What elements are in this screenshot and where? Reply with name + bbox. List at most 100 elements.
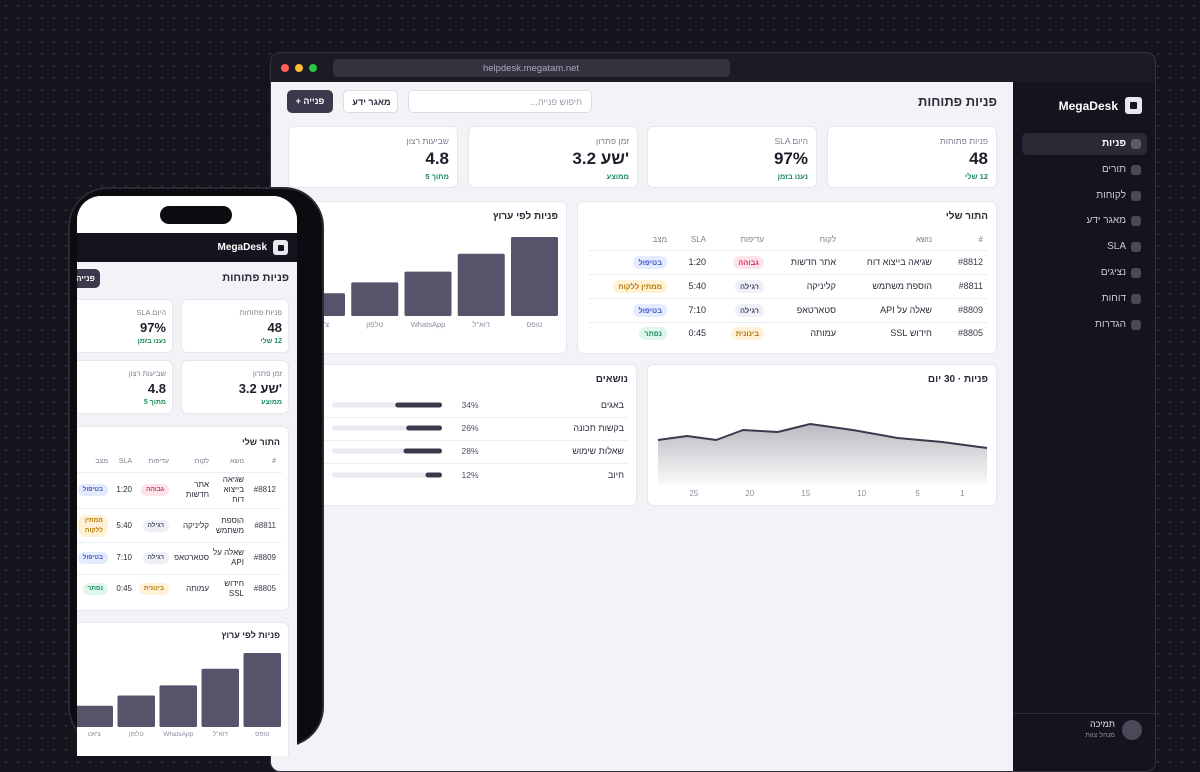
table-cell-box: גבוהה bbox=[77, 483, 169, 497]
table-cell: שאלה על API bbox=[213, 548, 244, 567]
nav-item-box: תורים bbox=[726, 161, 1126, 178]
table-cell-box: בטיפול bbox=[271, 254, 667, 270]
value-label-box: 34% bbox=[450, 398, 490, 413]
kpi-label: SLA היום bbox=[774, 136, 808, 146]
category-label-box: בקשות תכונה bbox=[271, 420, 624, 436]
table-cell: שגיאה בייצוא דוח bbox=[866, 256, 932, 267]
brand-box: MegaDesk bbox=[77, 239, 267, 256]
x-tick-label: טלפון bbox=[366, 319, 384, 329]
kpi-label-box: SLA היום bbox=[77, 305, 166, 319]
chart-title-box: פניות · 30 יום bbox=[588, 372, 988, 389]
value-label-box: 12% bbox=[450, 468, 490, 483]
table-card: התור שלי # נושא לקוח עדיפות SLA מצב #8812 שגיאה … bbox=[77, 426, 289, 611]
column-header: # bbox=[978, 235, 983, 244]
table-cell-box: #8809 bbox=[77, 551, 276, 565]
nav-item[interactable]: דוחות bbox=[1101, 292, 1126, 304]
value-label: 28% bbox=[461, 446, 479, 456]
nav-item[interactable]: לקוחות bbox=[1096, 189, 1126, 201]
table-cell: בטיפול bbox=[77, 552, 108, 564]
table-cell-box: בטיפול bbox=[77, 538, 108, 578]
table-cell: 0:45 bbox=[688, 327, 706, 338]
bar-chart bbox=[298, 237, 558, 316]
column-header-box: נושא bbox=[77, 456, 244, 469]
kpi-value-box: 3.2 שע' bbox=[271, 146, 629, 172]
column-header-box: עדיפות bbox=[364, 233, 765, 247]
page-title: פניות פתוחות bbox=[918, 94, 997, 109]
table-card: התור שלי # נושא לקוח עדיפות SLA מצב #8812 שגיאה … bbox=[577, 201, 997, 354]
table-cell-box: שגיאה בייצוא דוח bbox=[210, 470, 244, 510]
nav-item[interactable]: נציגים bbox=[1100, 267, 1126, 278]
table-cell: סטארטאפ bbox=[174, 553, 209, 562]
table-cell-box: רגילה bbox=[364, 278, 764, 294]
table-cell: #8811 bbox=[254, 521, 276, 530]
button: + פנייה bbox=[77, 269, 100, 288]
category-label-box: באגים bbox=[271, 397, 624, 413]
nav-item[interactable]: פניות bbox=[1101, 138, 1126, 149]
column-header: # bbox=[272, 458, 276, 465]
nav-item-box: פניות bbox=[726, 136, 1126, 153]
table-cell-box: 1:20 bbox=[77, 483, 132, 497]
table-cell: 1:20 bbox=[116, 485, 132, 494]
x-tick-label-box: 1 bbox=[947, 487, 977, 501]
x-tick-label: טופס bbox=[255, 731, 270, 738]
bar bbox=[117, 695, 155, 727]
chart-card: פניות לפי ערוץ טופס דוא"ל WhatsApp טלפון צ'אט bbox=[77, 622, 289, 756]
column-header-box: # bbox=[583, 233, 983, 247]
button-label-box: + פנייה bbox=[77, 272, 100, 286]
column-header: לקוח bbox=[194, 458, 209, 465]
sidebar: MegaDesk פניות תורים לקוחות מאגר ידע SLA נציגי… bbox=[1013, 82, 1155, 771]
category-label-box: חיוב bbox=[271, 467, 624, 483]
page-title-box: פניות פתוחות bbox=[597, 92, 997, 113]
kpi-note-box: 12 שלי bbox=[77, 336, 283, 349]
kpi-note: נענו בזמן bbox=[137, 338, 166, 345]
value-label: 12% bbox=[461, 470, 479, 480]
column-header: מצב bbox=[652, 235, 667, 244]
x-tick-label: דוא"ל bbox=[212, 731, 228, 738]
page-title: פניות פתוחות bbox=[222, 271, 289, 284]
button-label[interactable]: + פנייה bbox=[77, 273, 95, 283]
x-tick-label: 25 bbox=[689, 489, 699, 498]
kpi-label-box: זמן פתרון bbox=[271, 134, 629, 149]
icon-inner bbox=[1130, 102, 1137, 109]
table-cell: רגילה bbox=[142, 520, 169, 532]
table-cell: קליניקה bbox=[182, 521, 209, 530]
category-label: חיוב bbox=[608, 469, 624, 480]
kpi-card: SLA היום 97% נענו בזמן bbox=[77, 299, 173, 353]
brand-box: MegaDesk bbox=[718, 96, 1118, 116]
notch bbox=[160, 206, 232, 224]
search-box: חיפוש פנייה... bbox=[408, 90, 592, 113]
nav-item[interactable]: הגדרות bbox=[1095, 318, 1126, 330]
x-tick-label-box: טלפון bbox=[106, 729, 166, 741]
table-title: התור שלי bbox=[241, 436, 280, 447]
url-box: helpdesk.megatam.net bbox=[381, 60, 681, 76]
kpi-note-box: מתוך 5 bbox=[271, 169, 449, 183]
table-cell: 1:20 bbox=[688, 256, 706, 267]
search-placeholder: חיפוש פנייה... bbox=[530, 97, 582, 107]
chart-title: פניות לפי ערוץ bbox=[492, 211, 558, 222]
hbar-chart bbox=[332, 402, 442, 478]
button-label[interactable]: מאגר ידע bbox=[352, 97, 391, 107]
window-dot bbox=[309, 64, 317, 72]
table-cell: #8805 bbox=[253, 584, 276, 593]
icon-inner bbox=[277, 244, 284, 251]
kpi-value-box: 4.8 bbox=[271, 146, 449, 172]
chart-title: פניות · 30 יום bbox=[927, 374, 988, 385]
kpi-value: 3.2 שע' bbox=[238, 381, 282, 396]
button-label[interactable]: + פנייה bbox=[295, 96, 325, 106]
chart-card: פניות · 30 יום 1 5 10 15 20 25 bbox=[647, 364, 997, 506]
icon bbox=[1131, 164, 1141, 175]
icon bbox=[1131, 293, 1141, 304]
table-cell: בטיפול bbox=[77, 484, 108, 496]
x-tick-label-box: טופס bbox=[505, 317, 565, 331]
column-header: עדיפות bbox=[148, 458, 169, 465]
nav-item[interactable]: תורים bbox=[1101, 163, 1126, 175]
nav-item[interactable]: מאגר ידע bbox=[1086, 215, 1126, 227]
nav-item[interactable]: SLA bbox=[1107, 241, 1126, 253]
chart-title-box: נושאים bbox=[271, 372, 628, 389]
table-cell: ממתין ללקוח bbox=[613, 279, 667, 293]
nav-item-box: נציגים bbox=[726, 265, 1126, 282]
bar bbox=[201, 668, 239, 727]
table-cell-box: סטארטאפ bbox=[436, 302, 836, 318]
kpi-value: 97% bbox=[773, 149, 808, 168]
